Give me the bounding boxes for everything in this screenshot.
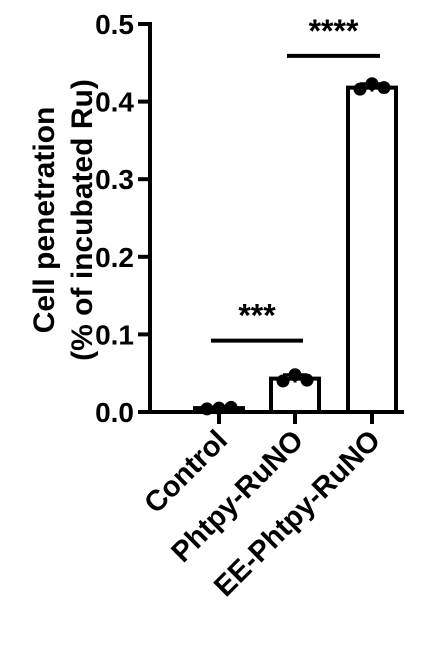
- data-point: [300, 373, 314, 387]
- y-axis-label-line-1: Cell penetration: [28, 107, 61, 334]
- y-tick-label: 0.1: [95, 319, 134, 350]
- y-tick-label: 0.3: [95, 164, 134, 195]
- data-point: [200, 402, 214, 416]
- y-tick-label: 0.2: [95, 242, 134, 273]
- y-axis-label: Cell penetration (% of incubated Ru): [28, 79, 99, 361]
- data-point: [353, 82, 367, 96]
- y-tick-label: 0.4: [95, 87, 134, 118]
- y-tick-label: 0.5: [95, 9, 134, 40]
- significance-label: ***: [238, 298, 276, 334]
- y-axis-label-line-2: (% of incubated Ru): [66, 79, 99, 361]
- significance-label: ****: [309, 13, 359, 49]
- data-point: [224, 400, 238, 414]
- x-tick-label: Phtpy-RuNO: [165, 424, 310, 569]
- data-point: [365, 77, 379, 91]
- data-point: [212, 401, 226, 415]
- data-point: [276, 374, 290, 388]
- data-point: [288, 368, 302, 382]
- y-tick-label: 0.0: [95, 397, 134, 428]
- plot-area: 0.00.10.20.30.40.5ControlPhtpy-RuNOEE-Ph…: [95, 9, 404, 603]
- bar: [346, 85, 398, 415]
- data-point: [377, 81, 391, 95]
